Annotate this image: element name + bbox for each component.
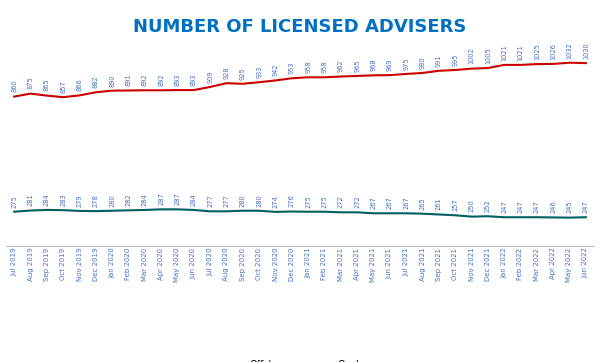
Text: 866: 866 [77, 79, 83, 91]
Text: 857: 857 [60, 80, 66, 93]
Text: 287: 287 [158, 193, 164, 205]
Text: 275: 275 [11, 195, 17, 207]
Text: 958: 958 [305, 60, 311, 73]
Text: 267: 267 [387, 196, 393, 209]
Text: 958: 958 [322, 60, 328, 73]
Text: 1026: 1026 [550, 43, 556, 60]
Text: 267: 267 [403, 196, 409, 209]
Text: 280: 280 [109, 194, 115, 207]
Text: 1021: 1021 [517, 44, 523, 61]
Text: 267: 267 [371, 196, 377, 209]
Text: 969: 969 [387, 58, 393, 71]
Text: 1025: 1025 [534, 43, 540, 60]
Text: 980: 980 [419, 56, 425, 69]
Text: 274: 274 [272, 195, 278, 208]
Text: 278: 278 [93, 194, 99, 207]
Text: 893: 893 [191, 73, 197, 86]
Text: 276: 276 [289, 195, 295, 207]
Text: 1032: 1032 [566, 42, 572, 59]
Text: 272: 272 [354, 195, 360, 208]
Text: 942: 942 [272, 64, 278, 76]
Text: 965: 965 [354, 59, 360, 72]
Text: 882: 882 [93, 75, 99, 88]
Legend: Offshore, Onshore: Offshore, Onshore [218, 357, 382, 362]
Text: 928: 928 [223, 66, 229, 79]
Text: 953: 953 [289, 62, 295, 74]
Text: 257: 257 [452, 198, 458, 211]
Text: 892: 892 [142, 73, 148, 86]
Text: 860: 860 [11, 80, 17, 92]
Text: 277: 277 [223, 194, 229, 207]
Text: 245: 245 [566, 201, 572, 214]
Text: 272: 272 [338, 195, 344, 208]
Text: 279: 279 [77, 194, 83, 207]
Text: 287: 287 [175, 193, 181, 205]
Text: 284: 284 [142, 193, 148, 206]
Text: 284: 284 [44, 193, 50, 206]
Text: 909: 909 [207, 70, 213, 83]
Text: 991: 991 [436, 54, 442, 67]
Text: 247: 247 [501, 200, 507, 213]
Text: 875: 875 [28, 77, 34, 89]
Text: 284: 284 [191, 193, 197, 206]
Text: 1030: 1030 [583, 42, 589, 59]
Text: 246: 246 [550, 201, 556, 213]
Text: 281: 281 [28, 194, 34, 206]
Text: 1002: 1002 [469, 47, 475, 64]
Text: 280: 280 [256, 194, 262, 207]
Text: 277: 277 [207, 194, 213, 207]
Text: 892: 892 [158, 73, 164, 86]
Text: 275: 275 [305, 195, 311, 207]
Text: 275: 275 [322, 195, 328, 207]
Text: 865: 865 [44, 79, 50, 92]
Text: 893: 893 [175, 73, 181, 86]
Text: 247: 247 [517, 200, 523, 213]
Text: 925: 925 [240, 67, 246, 80]
Text: 282: 282 [125, 193, 131, 206]
Title: NUMBER OF LICENSED ADVISERS: NUMBER OF LICENSED ADVISERS [133, 18, 467, 36]
Text: 247: 247 [534, 200, 540, 213]
Text: 890: 890 [109, 74, 115, 87]
Text: 265: 265 [419, 197, 425, 210]
Text: 280: 280 [240, 194, 246, 207]
Text: 962: 962 [338, 60, 344, 72]
Text: 247: 247 [583, 200, 589, 213]
Text: 975: 975 [403, 57, 409, 70]
Text: 891: 891 [125, 74, 131, 86]
Text: 1021: 1021 [501, 44, 507, 61]
Text: 933: 933 [256, 66, 262, 78]
Text: 252: 252 [485, 199, 491, 212]
Text: 283: 283 [60, 193, 66, 206]
Text: 250: 250 [469, 200, 475, 212]
Text: 1005: 1005 [485, 47, 491, 64]
Text: 968: 968 [371, 59, 377, 71]
Text: 995: 995 [452, 53, 458, 66]
Text: 261: 261 [436, 198, 442, 210]
